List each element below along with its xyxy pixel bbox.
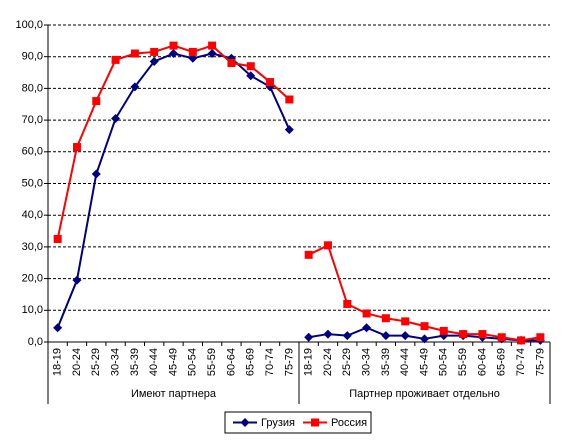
marker (459, 330, 468, 339)
x-tick-label: 50-54 (438, 348, 450, 376)
x-tick-label: 60-64 (225, 348, 237, 376)
x-tick-label: 45-49 (167, 348, 179, 376)
marker (343, 299, 352, 308)
marker (111, 114, 121, 124)
x-tick-label: 25-29 (90, 348, 102, 376)
x-tick-label: 40-44 (399, 348, 411, 376)
marker (130, 82, 140, 92)
marker (208, 41, 217, 50)
marker (188, 53, 198, 63)
marker (497, 333, 506, 342)
legend-box (224, 411, 372, 434)
marker (111, 55, 120, 64)
marker (130, 49, 139, 58)
x-tick-label: 75-79 (534, 348, 546, 376)
x-tick-label: 70-74 (264, 348, 276, 376)
y-tick-label: 100,0 (15, 19, 43, 31)
y-tick-label: 80,0 (22, 82, 43, 94)
marker (311, 418, 319, 427)
marker (420, 334, 429, 344)
marker (284, 125, 294, 135)
marker (517, 336, 526, 345)
marker (381, 314, 390, 323)
marker (246, 62, 255, 71)
marker (536, 333, 545, 342)
marker (169, 41, 178, 50)
marker (304, 250, 313, 259)
x-tick-label: 55-59 (206, 348, 218, 376)
marker (227, 59, 236, 68)
x-tick-label: 65-69 (245, 348, 257, 376)
marker (72, 143, 81, 152)
marker (285, 95, 294, 104)
y-tick-label: 40,0 (22, 209, 43, 221)
marker (149, 56, 159, 66)
marker (304, 332, 314, 342)
series-line (56, 44, 291, 240)
group-label: Партнер проживает отдельно (349, 388, 500, 400)
x-tick-label: 30-34 (109, 348, 121, 376)
marker (401, 317, 410, 326)
x-tick-label: 35-39 (380, 348, 392, 376)
marker (246, 71, 256, 81)
marker (362, 309, 371, 318)
group-label: Имеют партнера (131, 388, 217, 400)
y-tick-label: 90,0 (22, 51, 43, 63)
y-tick-label: 20,0 (22, 273, 43, 285)
marker (342, 331, 352, 341)
marker (400, 331, 410, 341)
marker (53, 323, 63, 333)
marker (381, 331, 391, 341)
x-tick-label: 18-19 (303, 348, 315, 376)
marker (169, 49, 178, 59)
y-tick-label: 70,0 (22, 114, 43, 126)
x-tick-label: 20-24 (71, 348, 83, 376)
marker (439, 326, 448, 335)
marker (207, 49, 217, 59)
marker (72, 275, 82, 285)
marker (420, 322, 429, 331)
y-tick-label: 30,0 (22, 241, 43, 253)
marker (91, 169, 101, 179)
x-tick-label: 18-19 (52, 348, 64, 376)
marker (266, 78, 275, 87)
x-tick-label: 75-79 (283, 348, 295, 376)
marker (323, 329, 333, 339)
x-tick-label: 70-74 (515, 348, 527, 376)
marker (362, 323, 372, 333)
marker (478, 330, 487, 339)
x-tick-label: 20-24 (322, 348, 334, 376)
marker (53, 234, 62, 243)
series-line (56, 52, 291, 329)
x-tick-label: 50-54 (187, 348, 199, 376)
legend-label: Грузия (261, 417, 295, 429)
marker (188, 47, 197, 56)
y-tick-label: 60,0 (22, 146, 43, 158)
x-tick-label: 45-49 (418, 348, 430, 376)
y-tick-label: 50,0 (22, 177, 43, 189)
legend-label: Россия (331, 417, 367, 429)
marker (92, 97, 101, 106)
marker (240, 418, 250, 427)
x-tick-label: 40-44 (148, 348, 160, 376)
x-tick-label: 60-64 (476, 348, 488, 376)
marker (323, 241, 332, 250)
x-tick-label: 65-69 (496, 348, 508, 376)
x-tick-label: 35-39 (129, 348, 141, 376)
y-tick-label: 10,0 (22, 304, 43, 316)
y-tick-label: 0,0 (28, 336, 43, 348)
x-tick-label: 30-34 (360, 348, 372, 376)
x-tick-label: 25-29 (341, 348, 353, 376)
x-tick-label: 55-59 (457, 348, 469, 376)
marker (150, 47, 159, 56)
